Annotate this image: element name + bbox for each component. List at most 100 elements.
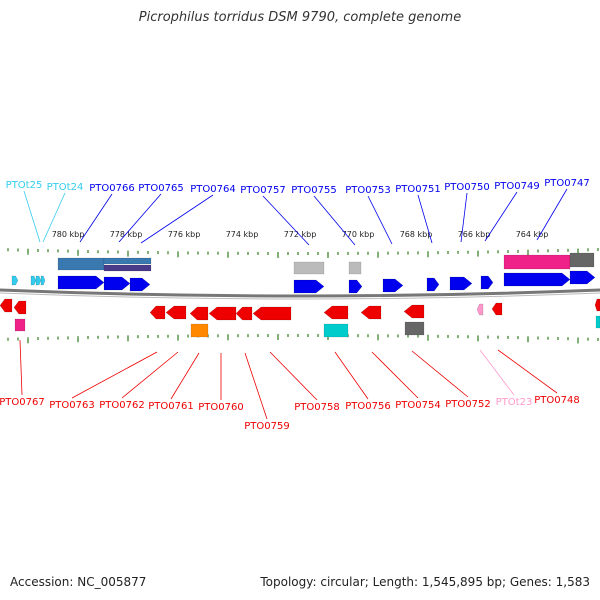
feature-gene-forward[interactable] [103, 276, 131, 291]
leader-line [42, 192, 66, 243]
feature-trna-forward[interactable] [11, 275, 19, 286]
feature-gene-forward[interactable] [426, 277, 440, 292]
feature-label-bottom[interactable]: PTOt23 [496, 397, 533, 408]
feature-labels[interactable]: PTOt25 PTOt24 PTO0766 PTO0765 PTO0764 PTO0757… [0, 178, 590, 432]
feature-label-bottom[interactable]: PTO0748 [534, 395, 579, 406]
feature-label-top[interactable]: PTO0757 [240, 185, 285, 196]
feature-misc-steel[interactable] [57, 257, 105, 271]
feature-gene-reverse[interactable] [491, 302, 503, 316]
leader-line [23, 190, 41, 243]
axis-line [0, 288, 600, 298]
genome-title: Picrophilus torridus DSM 9790, complete … [138, 10, 462, 25]
feature-gene-forward[interactable] [503, 272, 571, 287]
feature-label-top[interactable]: PTOt24 [47, 182, 84, 193]
feature-misc-steel[interactable] [103, 257, 152, 265]
leader-line [484, 191, 518, 242]
feature-gene-reverse[interactable] [594, 298, 600, 312]
feature-label-bottom[interactable]: PTO0758 [294, 402, 339, 413]
leader-line [497, 349, 558, 394]
leader-line [244, 352, 268, 420]
leader-line [536, 188, 568, 241]
feature-gene-reverse[interactable] [360, 305, 382, 320]
accession-text: Accession: NC_005877 [10, 575, 147, 589]
feature-gene-reverse[interactable] [13, 300, 27, 315]
feature-label-top[interactable]: PTO0764 [190, 184, 235, 195]
feature-gene-forward[interactable] [480, 275, 494, 290]
feature-label-top[interactable]: PTO0755 [291, 185, 336, 196]
feature-label-top[interactable]: PTO0765 [138, 183, 183, 194]
feature-rrna[interactable] [14, 318, 26, 332]
feature-label-bottom[interactable]: PTO0759 [244, 421, 289, 432]
feature-misc-gray[interactable] [404, 321, 425, 336]
feature-misc-gray[interactable] [569, 252, 595, 268]
ruler-tick-label: 774 kbp [226, 230, 259, 239]
feature-label-top[interactable]: PTOt25 [6, 180, 43, 191]
feature-misc-cyan[interactable] [323, 323, 349, 338]
feature-misc-lightgray[interactable] [348, 261, 362, 275]
feature-label-bottom[interactable]: PTO0763 [49, 400, 94, 411]
feature-gene-forward[interactable] [293, 279, 325, 294]
ruler-tick-label: 768 kbp [400, 230, 433, 239]
leader-line [79, 193, 113, 243]
feature-gene-reverse[interactable] [208, 306, 237, 321]
feature-gene-reverse[interactable] [0, 298, 13, 313]
ruler-tick-label: 772 kbp [284, 230, 317, 239]
ruler-tick-label: 770 kbp [342, 230, 375, 239]
feature-gene-forward[interactable] [382, 278, 404, 293]
feature-trna-reverse[interactable] [476, 303, 484, 316]
feature-gene-forward[interactable] [129, 277, 151, 292]
feature-label-bottom[interactable]: PTO0756 [345, 401, 390, 412]
feature-track[interactable] [0, 252, 600, 338]
feature-gene-reverse[interactable] [165, 305, 187, 320]
feature-label-top[interactable]: PTO0766 [89, 183, 134, 194]
leader-line [411, 350, 469, 398]
feature-label-bottom[interactable]: PTO0760 [198, 402, 243, 413]
leader-line [140, 194, 214, 244]
feature-misc-cyan[interactable] [595, 315, 600, 329]
ruler-tick-label: 780 kbp [52, 230, 85, 239]
feature-label-top[interactable]: PTO0750 [444, 182, 489, 193]
feature-label-bottom[interactable]: PTO0762 [99, 400, 144, 411]
feature-gene-forward[interactable] [569, 270, 596, 285]
feature-label-bottom[interactable]: PTO0754 [395, 400, 440, 411]
feature-gene-forward[interactable] [57, 275, 105, 290]
feature-gene-reverse[interactable] [403, 304, 425, 319]
feature-trna-forward[interactable] [35, 275, 42, 286]
feature-misc-lightgray[interactable] [293, 261, 325, 275]
feature-gene-reverse[interactable] [252, 306, 292, 321]
leader-line [71, 351, 158, 399]
leader-line [367, 195, 393, 245]
leader-line [170, 352, 200, 400]
leader-line [313, 195, 356, 246]
leader-line [460, 192, 468, 243]
feature-gene-reverse[interactable] [149, 305, 166, 320]
feature-label-top[interactable]: PTO0753 [345, 185, 390, 196]
feature-gene-forward[interactable] [348, 279, 363, 294]
feature-gene-forward[interactable] [449, 276, 473, 291]
leader-line [118, 193, 162, 243]
feature-label-bottom[interactable]: PTO0767 [0, 397, 45, 408]
leader-line [121, 351, 179, 399]
ruler-ticks [7, 248, 599, 344]
feature-label-bottom[interactable]: PTO0761 [148, 401, 193, 412]
feature-gene-reverse[interactable] [235, 306, 253, 321]
leader-line [479, 349, 515, 396]
feature-label-bottom[interactable]: PTO0752 [445, 399, 490, 410]
feature-label-top[interactable]: PTO0751 [395, 184, 440, 195]
ruler-tick-label: 766 kbp [458, 230, 491, 239]
leader-line [19, 339, 23, 396]
feature-gene-reverse[interactable] [323, 305, 349, 320]
feature-label-top[interactable]: PTO0747 [544, 178, 589, 189]
feature-trna-forward[interactable] [30, 275, 37, 286]
ruler-tick-labels: 780 kbp 778 kbp 776 kbp 774 kbp 772 kbp 770 k… [52, 230, 549, 239]
ruler-tick-label: 764 kbp [516, 230, 549, 239]
leader-line [371, 351, 419, 399]
feature-rrna[interactable] [503, 254, 571, 270]
genome-axis [0, 288, 600, 300]
feature-misc-purple[interactable] [103, 264, 152, 272]
feature-trna-forward[interactable] [40, 275, 46, 286]
feature-misc-orange[interactable] [190, 323, 209, 338]
feature-gene-reverse[interactable] [189, 306, 209, 321]
feature-label-top[interactable]: PTO0749 [494, 181, 539, 192]
